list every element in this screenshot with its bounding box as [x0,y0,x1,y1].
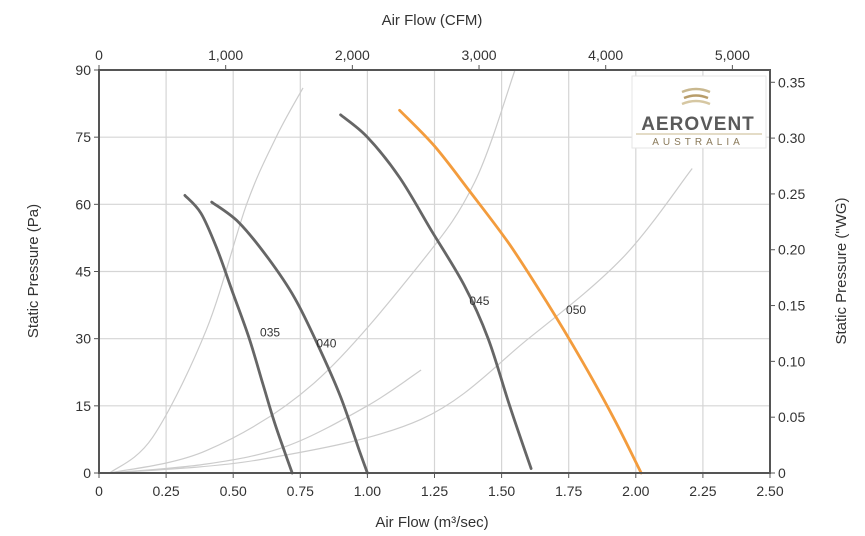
x-tick-label: 1.25 [421,483,448,499]
x2-tick-label: 3,000 [462,47,497,63]
system-curve [109,87,304,474]
x-tick-label: 1.00 [354,483,381,499]
curve-label-050: 050 [566,303,586,317]
curve-labels: 035 040 045 050 [260,294,586,351]
y2-tick-label: 0.30 [778,130,805,146]
x2-tick-label: 0 [95,47,103,63]
x-tick-label: 1.50 [488,483,515,499]
y2-tick-label: 0.25 [778,186,805,202]
x-tick-label: 0 [95,483,103,499]
system-curve [109,168,693,474]
curve-label-045: 045 [469,294,489,308]
y2-axis-title: Static Pressure ("WG) [833,197,850,344]
y2-tick-label: 0.15 [778,298,805,314]
system-curve [109,69,516,474]
system-curves [109,69,693,474]
y-axis-title: Static Pressure (Pa) [25,204,42,338]
logo-sub: AUSTRALIA [652,137,744,148]
x-tick-label: 1.75 [555,483,582,499]
y2-tick-label: 0 [778,465,786,481]
y-tick-label: 30 [75,331,91,347]
y2-tick-label: 0.05 [778,409,805,425]
fan-curve-050 [398,108,643,475]
y-tick-label: 15 [75,398,91,414]
y-tick-label: 60 [75,196,91,212]
x-axis-title: Air Flow (m³/sec) [375,514,488,531]
fan-curves [183,108,643,475]
logo-name: AEROVENT [641,114,755,135]
curve-label-040: 040 [316,337,336,351]
x-tick-label: 2.50 [756,483,783,499]
axis-ticks: 0 0.25 0.50 0.75 1.00 1.25 1.50 1.75 2.00 2.25 2.5… [75,47,805,499]
y2-tick-label: 0.10 [778,353,805,369]
y2-tick-label: 0.20 [778,242,805,258]
y2-tick-label: 0.35 [778,74,805,90]
x-tick-label: 0.75 [287,483,314,499]
y-tick-label: 75 [75,129,91,145]
curve-label-035: 035 [260,325,280,339]
x2-tick-label: 1,000 [208,47,243,63]
logo-swirl-icon [681,87,711,106]
y-tick-label: 90 [75,62,91,78]
x2-axis-title: Air Flow (CFM) [382,12,483,29]
x2-tick-label: 5,000 [715,47,750,63]
y-tick-label: 0 [83,465,91,481]
fan-curve-040 [210,200,369,475]
x-tick-label: 2.00 [622,483,649,499]
fan-curve-045 [339,113,533,470]
x-tick-label: 2.25 [689,483,716,499]
x2-tick-label: 4,000 [588,47,623,63]
x-tick-label: 0.25 [152,483,179,499]
x-tick-label: 0.50 [220,483,247,499]
fan-curve-035 [183,194,294,475]
system-curve [109,369,422,474]
x2-tick-label: 2,000 [335,47,370,63]
y-tick-label: 45 [75,264,91,280]
aerovent-logo: AEROVENT AUSTRALIA [631,75,767,149]
